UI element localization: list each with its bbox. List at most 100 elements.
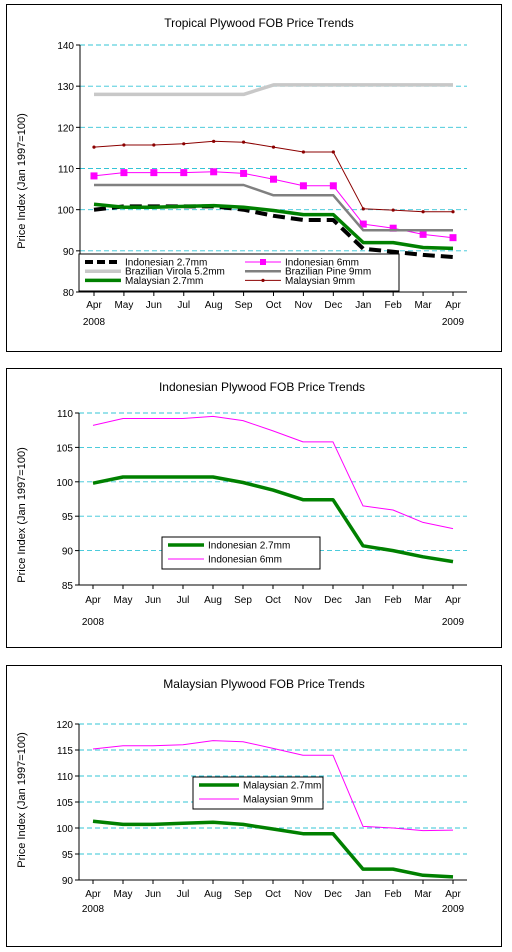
x-tick-label: Dec xyxy=(324,889,342,900)
x-year-label: 2009 xyxy=(442,904,465,915)
data-point xyxy=(210,168,218,176)
y-tick-label: 95 xyxy=(62,512,74,523)
x-tick-label: Jul xyxy=(177,300,190,311)
x-tick-label: Oct xyxy=(265,595,281,606)
data-point xyxy=(391,208,395,212)
y-tick-label: 90 xyxy=(62,876,74,887)
x-tick-label: Jun xyxy=(145,889,161,900)
y-tick-label: 100 xyxy=(57,206,74,217)
y-tick-label: 130 xyxy=(57,82,74,93)
data-point xyxy=(180,169,188,177)
data-point xyxy=(92,145,96,149)
x-tick-label: Jun xyxy=(146,300,162,311)
legend-marker xyxy=(261,278,265,282)
x-tick-label: May xyxy=(114,595,133,606)
y-tick-label: 100 xyxy=(56,478,73,489)
y-tick-label: 80 xyxy=(63,288,75,299)
legend-label: Indonesian 2.7mm xyxy=(125,258,207,269)
x-tick-label: Feb xyxy=(384,889,402,900)
x-tick-label: Sep xyxy=(234,889,252,900)
y-tick-label: 100 xyxy=(56,824,73,835)
data-point xyxy=(240,169,248,177)
x-tick-label: Jun xyxy=(145,595,161,606)
x-tick-label: Apr xyxy=(445,300,461,311)
y-tick-label: 120 xyxy=(56,720,73,731)
y-tick-label: 95 xyxy=(62,850,74,861)
x-tick-label: Sep xyxy=(235,300,253,311)
data-point xyxy=(389,224,397,232)
y-axis-label: Price Index (Jan 1997=100) xyxy=(16,447,28,582)
x-tick-label: Mar xyxy=(414,595,432,606)
x-tick-label: Jul xyxy=(177,595,190,606)
y-axis-label: Price Index (Jan 1997=100) xyxy=(16,732,28,867)
x-year-label: 2009 xyxy=(442,617,465,628)
x-tick-label: Apr xyxy=(85,889,101,900)
series-line xyxy=(92,415,454,530)
y-tick-label: 90 xyxy=(62,547,74,558)
x-tick-label: Dec xyxy=(324,595,342,606)
x-tick-label: Apr xyxy=(85,595,101,606)
data-point xyxy=(212,139,216,143)
y-tick-label: 110 xyxy=(57,772,73,783)
data-point xyxy=(120,169,128,177)
x-tick-label: Jan xyxy=(355,300,371,311)
chart-panel-tropical: Tropical Plywood FOB Price Trends Price … xyxy=(6,4,502,352)
x-tick-label: May xyxy=(114,300,133,311)
data-point xyxy=(421,210,425,214)
x-tick-label: Jul xyxy=(177,889,190,900)
x-tick-label: Aug xyxy=(204,889,222,900)
x-tick-label: Sep xyxy=(234,595,252,606)
data-point xyxy=(150,169,158,177)
legend-label: Brazilian Virola 5.2mm xyxy=(125,267,225,278)
x-tick-label: Feb xyxy=(385,300,403,311)
x-year-label: 2008 xyxy=(82,904,105,915)
data-point xyxy=(270,175,277,183)
series-line xyxy=(92,819,454,879)
legend-label: Indonesian 6mm xyxy=(285,258,359,269)
data-point xyxy=(449,234,457,242)
chart-title: Malaysian Plywood FOB Price Trends xyxy=(163,677,364,691)
x-tick-label: Apr xyxy=(445,889,461,900)
data-point xyxy=(271,145,276,149)
data-point xyxy=(182,142,186,146)
data-point xyxy=(152,143,156,147)
y-tick-label: 110 xyxy=(57,409,73,420)
chart-panel-malaysian: Malaysian Plywood FOB Price Trends Price… xyxy=(6,665,502,947)
x-tick-label: May xyxy=(114,889,133,900)
legend-label: Malaysian 9mm xyxy=(243,795,313,806)
y-tick-label: 105 xyxy=(56,443,73,454)
data-point xyxy=(90,172,98,180)
series-line xyxy=(92,740,454,832)
data-point xyxy=(359,220,367,228)
data-point xyxy=(361,207,365,211)
x-tick-label: Jan xyxy=(355,595,371,606)
chart-title: Tropical Plywood FOB Price Trends xyxy=(164,16,354,30)
data-point xyxy=(331,150,335,154)
chart-title: Indonesian Plywood FOB Price Trends xyxy=(159,380,365,394)
y-axis-label: Price Index (Jan 1997=100) xyxy=(16,113,28,248)
x-tick-label: Dec xyxy=(324,300,342,311)
x-year-label: 2008 xyxy=(82,617,105,628)
y-tick-label: 140 xyxy=(57,41,74,52)
x-tick-label: Nov xyxy=(294,595,312,606)
y-tick-label: 90 xyxy=(63,247,75,258)
series-line xyxy=(94,183,453,232)
series-line xyxy=(93,202,454,251)
legend-label: Malaysian 2.7mm xyxy=(243,781,321,792)
chart-panel-indonesian: Indonesian Plywood FOB Price Trends Pric… xyxy=(6,368,502,648)
legend-label: Malaysian 9mm xyxy=(285,276,355,287)
y-tick-label: 120 xyxy=(57,123,74,134)
data-point xyxy=(301,150,306,154)
data-point xyxy=(451,210,455,214)
x-tick-label: Oct xyxy=(265,889,281,900)
x-tick-label: Jan xyxy=(355,889,371,900)
y-tick-label: 105 xyxy=(56,798,73,809)
x-tick-label: Aug xyxy=(204,595,222,606)
y-tick-label: 115 xyxy=(57,746,73,757)
legend-label: Malaysian 2.7mm xyxy=(125,276,203,287)
x-tick-label: Apr xyxy=(86,300,102,311)
x-tick-label: Feb xyxy=(384,595,402,606)
series-line xyxy=(94,83,453,97)
malaysian-chart: Malaysian Plywood FOB Price Trends Price… xyxy=(16,677,467,915)
legend xyxy=(192,776,324,810)
